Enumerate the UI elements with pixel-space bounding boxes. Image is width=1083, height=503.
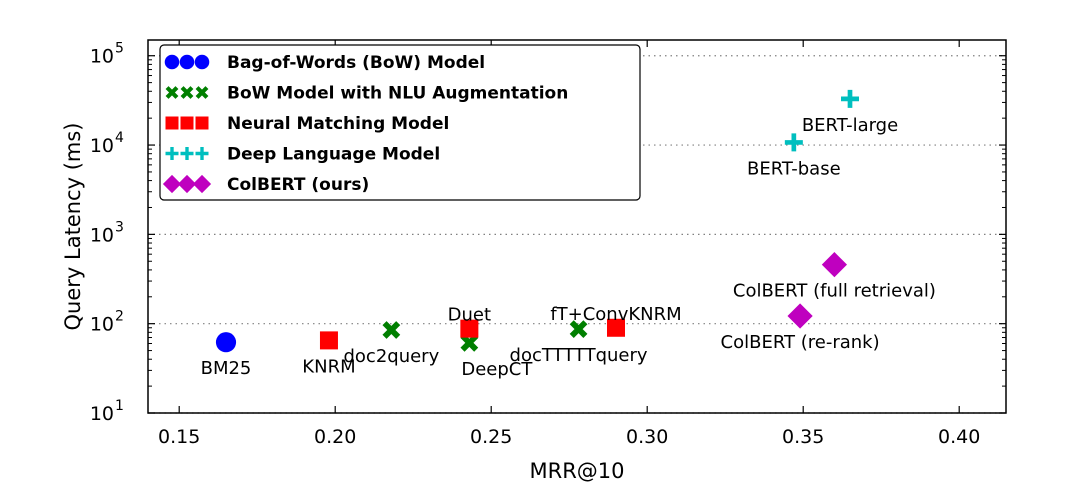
- legend-marker-x: [165, 86, 179, 99]
- data-point-x: [460, 333, 479, 352]
- y-tick-exponent: 3: [115, 219, 124, 235]
- data-point-x: [569, 320, 588, 338]
- x-tick-label: 0.25: [470, 426, 512, 448]
- point-label: BERT-base: [747, 158, 841, 179]
- legend: Bag-of-Words (BoW) Model BoW Model with N…: [159, 44, 641, 201]
- data-points: [215, 89, 859, 353]
- legend-marker-square: [195, 116, 209, 130]
- x-tick-label: 0.15: [158, 426, 200, 448]
- data-point-plus: [784, 133, 803, 152]
- y-tick-label: 10: [90, 403, 114, 425]
- point-label: KNRM: [302, 356, 355, 377]
- legend-label: Neural Matching Model: [227, 114, 449, 134]
- legend-marker-circle: [164, 54, 180, 70]
- data-point-square: [460, 319, 479, 338]
- point-label: doc2query: [343, 346, 439, 367]
- y-tick-label: 10: [90, 314, 114, 336]
- legend-marker-circle: [179, 54, 195, 70]
- legend-marker-circle: [194, 54, 210, 70]
- legend-box: [159, 44, 641, 201]
- legend-marker-square: [180, 116, 194, 130]
- legend-marker-x: [180, 86, 194, 99]
- y-tick-label: 10: [90, 135, 114, 157]
- x-tick-label: 0.30: [626, 426, 668, 448]
- plot-area: [147, 39, 1007, 414]
- x-tick-label: 0.35: [782, 426, 824, 448]
- legend-marker-diamond: [192, 174, 212, 194]
- legend-label: Bag-of-Words (BoW) Model: [227, 53, 485, 73]
- point-label: fT+ConvKNRM: [550, 304, 681, 325]
- legend-label: Deep Language Model: [227, 145, 440, 165]
- legend-marker-x: [195, 86, 209, 99]
- point-label: docTTTTTquery: [510, 345, 648, 366]
- data-point-plus: [841, 89, 859, 108]
- point-label: Duet: [448, 305, 491, 326]
- data-point-diamond: [821, 252, 847, 278]
- y-tick-label: 10: [90, 224, 114, 246]
- legend-marker-square: [165, 116, 179, 130]
- data-point-circle: [215, 332, 237, 353]
- y-tick-exponent: 2: [115, 309, 124, 325]
- legend-marker-plus: [180, 147, 194, 160]
- point-label: ColBERT (full retrieval): [733, 281, 936, 302]
- y-tick-exponent: 5: [115, 41, 124, 57]
- legend-label: BoW Model with NLU Augmentation: [227, 84, 568, 104]
- data-point-square: [319, 331, 338, 350]
- y-tick-label: 10: [90, 46, 114, 68]
- y-axis-title: Query Latency (ms): [61, 123, 85, 331]
- point-label: BM25: [201, 358, 252, 379]
- legend-marker-plus: [165, 147, 179, 160]
- legend-label: ColBERT (ours): [227, 175, 369, 195]
- legend-marker-diamond: [177, 174, 197, 194]
- legend-marker-diamond: [162, 174, 182, 194]
- x-tick-label: 0.20: [314, 426, 356, 448]
- data-point-x: [382, 321, 401, 339]
- data-point-square: [607, 318, 625, 337]
- point-label: DeepCT: [461, 359, 533, 380]
- y-tick-exponent: 4: [115, 130, 124, 146]
- x-tick-label: 0.40: [938, 426, 980, 448]
- data-point-diamond: [787, 303, 813, 329]
- y-tick-exponent: 1: [115, 398, 124, 414]
- point-label: ColBERT (re-rank): [721, 332, 880, 353]
- point-label: BERT-large: [802, 115, 898, 136]
- x-axis-title: MRR@10: [529, 459, 624, 483]
- legend-marker-plus: [195, 147, 209, 160]
